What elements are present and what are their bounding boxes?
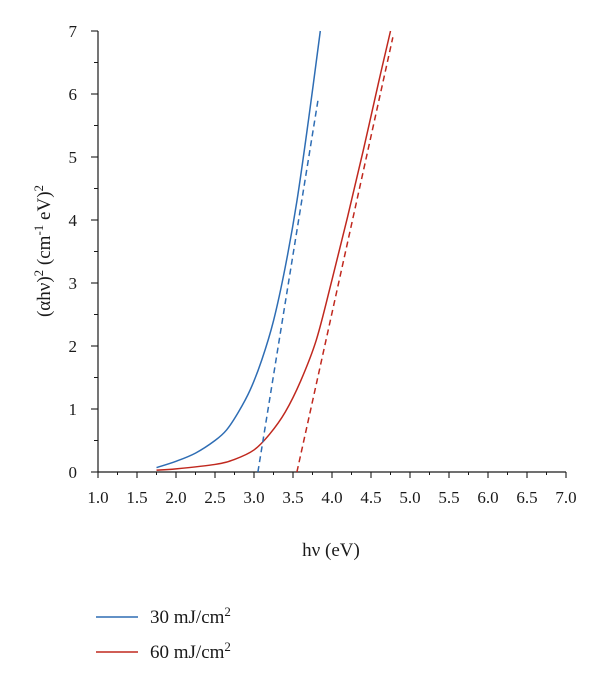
y-label-main: (αhν) — [34, 276, 55, 317]
y-label-unit-exp: -1 — [31, 225, 46, 236]
x-tick-label: 4.0 — [321, 488, 342, 507]
x-tick-label: 6.0 — [477, 488, 498, 507]
legend-item-60: 60 mJ/cm2 — [96, 639, 231, 664]
y-tick-label: 0 — [69, 463, 78, 482]
y-tick-label: 5 — [69, 148, 78, 167]
x-tick-label: 2.5 — [204, 488, 225, 507]
legend-label-60-sup: 2 — [224, 639, 231, 654]
legend-item-30: 30 mJ/cm2 — [96, 604, 231, 629]
x-tick-label: 3.0 — [243, 488, 264, 507]
x-tick-label: 7.0 — [555, 488, 576, 507]
x-tick-label: 1.0 — [87, 488, 108, 507]
legend-label-30: 30 mJ/cm2 — [150, 604, 231, 629]
y-label-exp2: 2 — [31, 185, 46, 192]
x-tick-label: 3.5 — [282, 488, 303, 507]
series-30-tangent — [257, 100, 319, 473]
y-label-unit-close: eV) — [34, 191, 55, 224]
series-layer — [156, 30, 394, 473]
y-tick-label: 7 — [69, 22, 78, 41]
x-tick-label: 5.0 — [399, 488, 420, 507]
y-ticks: 0 1 2 3 4 5 6 7 — [69, 22, 98, 482]
y-tick-label: 3 — [69, 274, 78, 293]
legend: 30 mJ/cm2 60 mJ/cm2 — [96, 604, 231, 664]
series-30-curve — [156, 30, 322, 469]
x-ticks: 1.0 1.5 2.0 2.5 3.0 3.5 4.0 4.5 5.0 5.5 6.0 6.5 7.0 — [87, 472, 577, 507]
x-tick-label: 5.5 — [438, 488, 459, 507]
x-tick-label: 4.5 — [360, 488, 381, 507]
x-axis-label: hν (eV) — [302, 540, 360, 561]
y-tick-label: 6 — [69, 85, 78, 104]
y-tick-label: 4 — [69, 211, 78, 230]
y-tick-label: 1 — [69, 400, 78, 419]
legend-label-60: 60 mJ/cm2 — [150, 639, 231, 664]
x-tick-label: 6.5 — [516, 488, 537, 507]
legend-label-30-text: 30 mJ/cm — [150, 607, 225, 628]
series-60-tangent — [296, 37, 394, 473]
x-tick-label: 1.5 — [126, 488, 147, 507]
legend-label-60-text: 60 mJ/cm — [150, 642, 225, 663]
series-60-curve — [156, 30, 392, 471]
legend-label-30-sup: 2 — [224, 604, 231, 619]
y-label-unit-open: (cm — [34, 235, 55, 270]
x-tick-label: 2.0 — [165, 488, 186, 507]
y-tick-label: 2 — [69, 337, 78, 356]
axes — [97, 31, 566, 473]
y-axis-label: (αhν)2 (cm-1 eV)2 — [31, 185, 56, 317]
y-label-exp1: 2 — [31, 270, 46, 277]
